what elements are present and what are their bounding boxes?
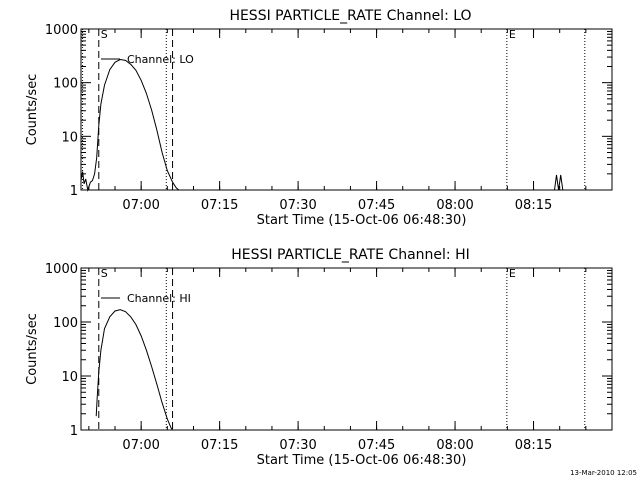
legend-label: Channel: HI <box>127 292 191 305</box>
y-tick-label: 1000 <box>45 23 78 38</box>
y-tick-label: 10 <box>61 130 78 145</box>
x-tick-label: 07:45 <box>358 438 395 453</box>
y-tick-label: 1000 <box>45 262 78 277</box>
x-tick-label: 08:15 <box>515 198 552 213</box>
x-axis-label: Start Time (15-Oct-06 06:48:30) <box>257 453 467 468</box>
series-line <box>554 174 564 191</box>
chart-title: HESSI PARTICLE_RATE Channel: LO <box>229 8 471 24</box>
x-tick-label: 07:30 <box>279 198 316 213</box>
marker-label: S <box>101 28 108 41</box>
y-tick-label: 1 <box>70 424 78 439</box>
y-tick-label: 100 <box>53 77 78 92</box>
marker-label: S <box>101 267 108 280</box>
x-axis-label: Start Time (15-Oct-06 06:48:30) <box>257 213 467 228</box>
y-tick-label: 10 <box>61 370 78 385</box>
x-tick-label: 08:00 <box>436 438 473 453</box>
y-tick-label: 1 <box>70 184 78 199</box>
x-tick-label: 07:00 <box>122 438 159 453</box>
x-tick-label: 07:15 <box>201 438 238 453</box>
x-tick-label: 07:30 <box>279 438 316 453</box>
series-line <box>95 309 174 431</box>
x-tick-label: 07:45 <box>358 198 395 213</box>
chart-title: HESSI PARTICLE_RATE Channel: HI <box>231 247 469 263</box>
y-axis-label: Counts/sec <box>25 74 40 146</box>
y-axis-label: Counts/sec <box>25 313 40 385</box>
legend-label: Channel: LO <box>127 53 194 66</box>
panel-hi-channel: HESSI PARTICLE_RATE Channel: HI 1 10 100 100… <box>25 247 613 468</box>
x-tick-label: 07:15 <box>201 198 238 213</box>
y-tick-label: 100 <box>53 316 78 331</box>
x-tick-label: 07:00 <box>122 198 159 213</box>
series-line <box>80 58 180 192</box>
plot-frame <box>80 28 613 191</box>
x-tick-label: 08:15 <box>515 438 552 453</box>
marker-label: E <box>509 28 516 41</box>
plot-frame <box>80 267 613 431</box>
panel-lo-channel: HESSI PARTICLE_RATE Channel: LO 1 10 100 100… <box>25 8 613 228</box>
footer-timestamp: 13-Mar-2010 12:05 <box>570 469 637 477</box>
x-tick-label: 08:00 <box>436 198 473 213</box>
marker-label: E <box>509 267 516 280</box>
